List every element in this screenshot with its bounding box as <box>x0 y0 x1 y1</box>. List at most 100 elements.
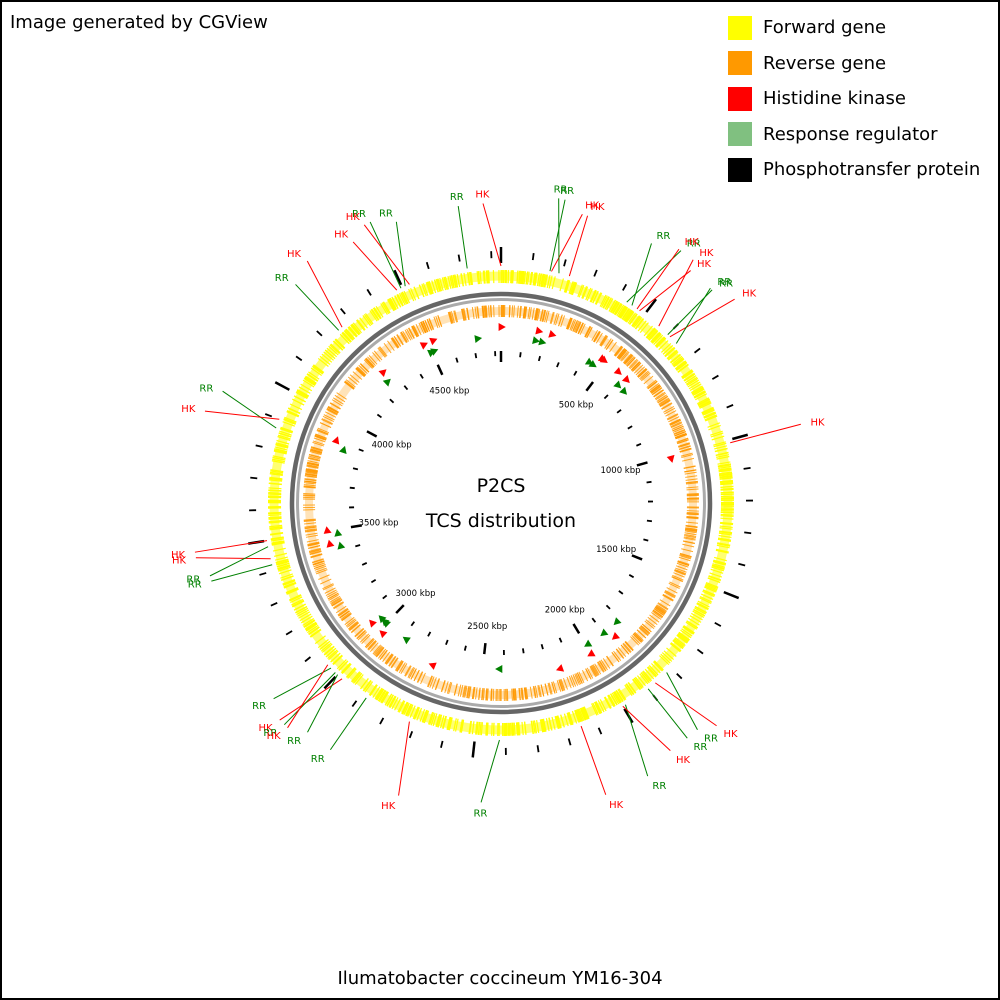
reverse-gene-stripe <box>398 662 406 674</box>
forward-gene-stripe <box>594 292 602 305</box>
forward-gene-stripe <box>268 514 282 516</box>
forward-gene-stripe <box>343 330 354 341</box>
forward-gene-stripe <box>373 307 382 319</box>
forward-gene-stripe <box>362 679 372 692</box>
forward-gene-stripe <box>708 575 722 581</box>
reverse-gene-stripe <box>449 311 454 324</box>
reverse-gene-stripe <box>413 325 420 337</box>
forward-gene-stripe <box>427 711 434 725</box>
forward-gene-stripe <box>541 719 546 733</box>
organism-caption: Ilumatobacter coccineum YM16-304 <box>337 968 663 989</box>
reverse-gene-stripe <box>662 594 674 602</box>
forward-gene-stripe <box>360 678 369 690</box>
forward-gene-stripe <box>479 722 482 736</box>
reverse-gene-stripe <box>676 562 689 568</box>
forward-gene-stripe <box>548 717 553 731</box>
reverse-gene-stripe <box>555 313 560 326</box>
reverse-gene-stripe <box>659 599 671 607</box>
legend-swatch-forward-gene <box>728 15 752 40</box>
forward-gene-stripe <box>384 693 393 706</box>
forward-gene-stripe <box>268 516 282 519</box>
forward-gene-stripe <box>422 710 429 723</box>
inner-minor-tick <box>419 373 424 379</box>
inner-minor-tick <box>382 594 388 600</box>
reverse-gene-stripe <box>658 397 670 405</box>
legend-swatch-response-regulator <box>728 122 752 147</box>
reverse-gene-stripe <box>306 539 319 543</box>
forward-gene-stripe <box>720 487 734 490</box>
forward-gene-stripe <box>413 286 420 300</box>
forward-gene-stripe <box>529 272 533 286</box>
reverse-gene-stripe <box>329 402 341 410</box>
reverse-gene-stripe <box>679 554 692 559</box>
forward-gene-stripe <box>482 270 485 284</box>
reverse-gene-stripe <box>664 407 676 415</box>
reverse-gene-stripe <box>550 312 555 324</box>
inner-minor-tick <box>358 448 364 452</box>
forward-gene-stripe <box>291 598 304 606</box>
reverse-gene-stripe <box>639 626 649 636</box>
forward-gene-stripe <box>275 559 289 564</box>
reverse-gene-stripe <box>529 307 532 320</box>
forward-gene-stripe <box>720 491 734 494</box>
inner-minor-tick <box>646 480 652 484</box>
inner-minor-tick <box>361 562 368 566</box>
callout-line <box>329 697 367 751</box>
reverse-gene-stripe <box>679 448 692 453</box>
forward-gene-stripe <box>615 689 624 702</box>
reverse-gene-stripe <box>331 399 343 407</box>
reverse-gene-stripe <box>682 457 695 462</box>
forward-gene-stripe <box>304 376 317 385</box>
inner-minor-tick <box>352 467 359 471</box>
inner-minor-tick <box>370 579 377 584</box>
forward-gene-stripe <box>673 638 685 648</box>
rr-callout-label: RR <box>379 208 393 219</box>
forward-gene-stripe <box>329 344 340 355</box>
forward-gene-stripe <box>450 275 455 289</box>
inner-minor-tick <box>427 631 432 637</box>
forward-gene-stripe <box>477 271 481 285</box>
histidine-kinase-marker <box>498 323 506 331</box>
reverse-gene-stripe <box>611 652 620 663</box>
forward-gene-stripe <box>707 422 720 428</box>
forward-gene-stripe <box>592 291 599 304</box>
forward-gene-stripe <box>586 288 593 301</box>
reverse-gene-stripe <box>404 329 412 341</box>
forward-gene-stripe <box>325 647 337 658</box>
reverse-gene-stripe <box>671 424 684 430</box>
forward-gene-stripe <box>278 569 292 575</box>
reverse-gene-stripe <box>341 613 352 622</box>
forward-gene-stripe <box>720 511 734 514</box>
forward-gene-stripe <box>372 686 381 698</box>
reverse-gene-stripe <box>307 542 320 546</box>
tick-label: 4000 kbp <box>372 441 412 451</box>
forward-gene-stripe <box>612 302 621 314</box>
forward-gene-stripe <box>314 635 326 645</box>
hk-callout-label: HK <box>258 723 273 734</box>
forward-gene-stripe <box>599 294 607 307</box>
forward-gene-stripe <box>447 275 452 289</box>
reverse-gene-stripe <box>585 668 592 680</box>
forward-gene-stripe <box>673 357 685 367</box>
reverse-gene-stripe <box>525 687 529 700</box>
inner-minor-tick <box>410 621 416 627</box>
forward-gene-stripe <box>581 707 587 720</box>
reverse-gene-stripe <box>686 493 699 495</box>
reverse-gene-stripe <box>326 408 338 416</box>
legend-label-histidine-kinase: Histidine kinase <box>763 88 906 110</box>
reverse-gene-stripe <box>678 442 690 447</box>
reverse-gene-stripe <box>484 305 487 318</box>
reverse-gene-stripe <box>303 486 316 489</box>
forward-gene-stripe <box>716 454 730 458</box>
reverse-gene-stripe <box>341 612 352 621</box>
forward-gene-stripe <box>597 700 605 713</box>
reverse-gene-stripe <box>680 452 693 457</box>
reverse-gene-stripe <box>553 313 558 325</box>
forward-gene-stripe <box>274 556 288 561</box>
reverse-gene-stripe <box>600 335 608 347</box>
reverse-gene-stripe <box>312 558 324 564</box>
forward-gene-stripe <box>631 315 640 327</box>
hk-callout-label: HK <box>676 755 691 766</box>
reverse-gene-stripe <box>686 516 699 519</box>
forward-gene-stripe <box>618 688 627 701</box>
